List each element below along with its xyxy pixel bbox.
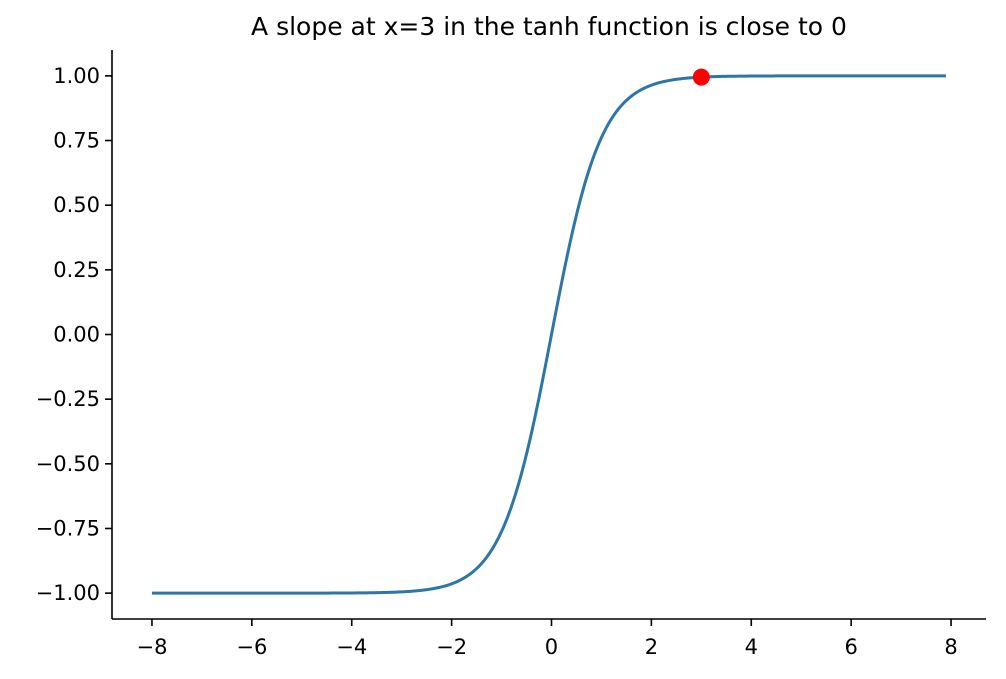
y-tick-label: 0.50 <box>53 193 100 217</box>
x-tick-label: −2 <box>436 635 467 659</box>
x-tick-label: 0 <box>545 635 558 659</box>
y-tick-label: −1.00 <box>36 581 100 605</box>
highlight-point <box>692 68 710 86</box>
x-axis: −8 −6 −4 −2 0 2 4 6 8 <box>112 618 986 659</box>
y-axis: −1.00 −0.75 −0.50 −0.25 0.00 0.25 0.50 0.75 1.00 <box>36 50 113 619</box>
x-tick-label: 2 <box>645 635 658 659</box>
y-tick-label: −0.75 <box>36 516 100 540</box>
y-tick-label: 0.25 <box>53 258 100 282</box>
x-tick-label: 6 <box>844 635 857 659</box>
x-tick-label: −4 <box>336 635 367 659</box>
x-tick-label: −6 <box>236 635 267 659</box>
tanh-series-line <box>151 74 947 595</box>
plot-area <box>151 68 947 595</box>
x-tick-label: 4 <box>745 635 758 659</box>
x-tick-label: 8 <box>944 635 957 659</box>
chart-title: A slope at x=3 in the tanh function is c… <box>251 12 847 41</box>
y-tick-label: −0.50 <box>36 452 100 476</box>
y-tick-label: −0.25 <box>36 387 100 411</box>
x-tick-label: −8 <box>136 635 167 659</box>
y-tick-label: 0.00 <box>53 323 100 347</box>
y-tick-label: 0.75 <box>53 129 100 153</box>
y-tick-label: 1.00 <box>53 64 100 88</box>
